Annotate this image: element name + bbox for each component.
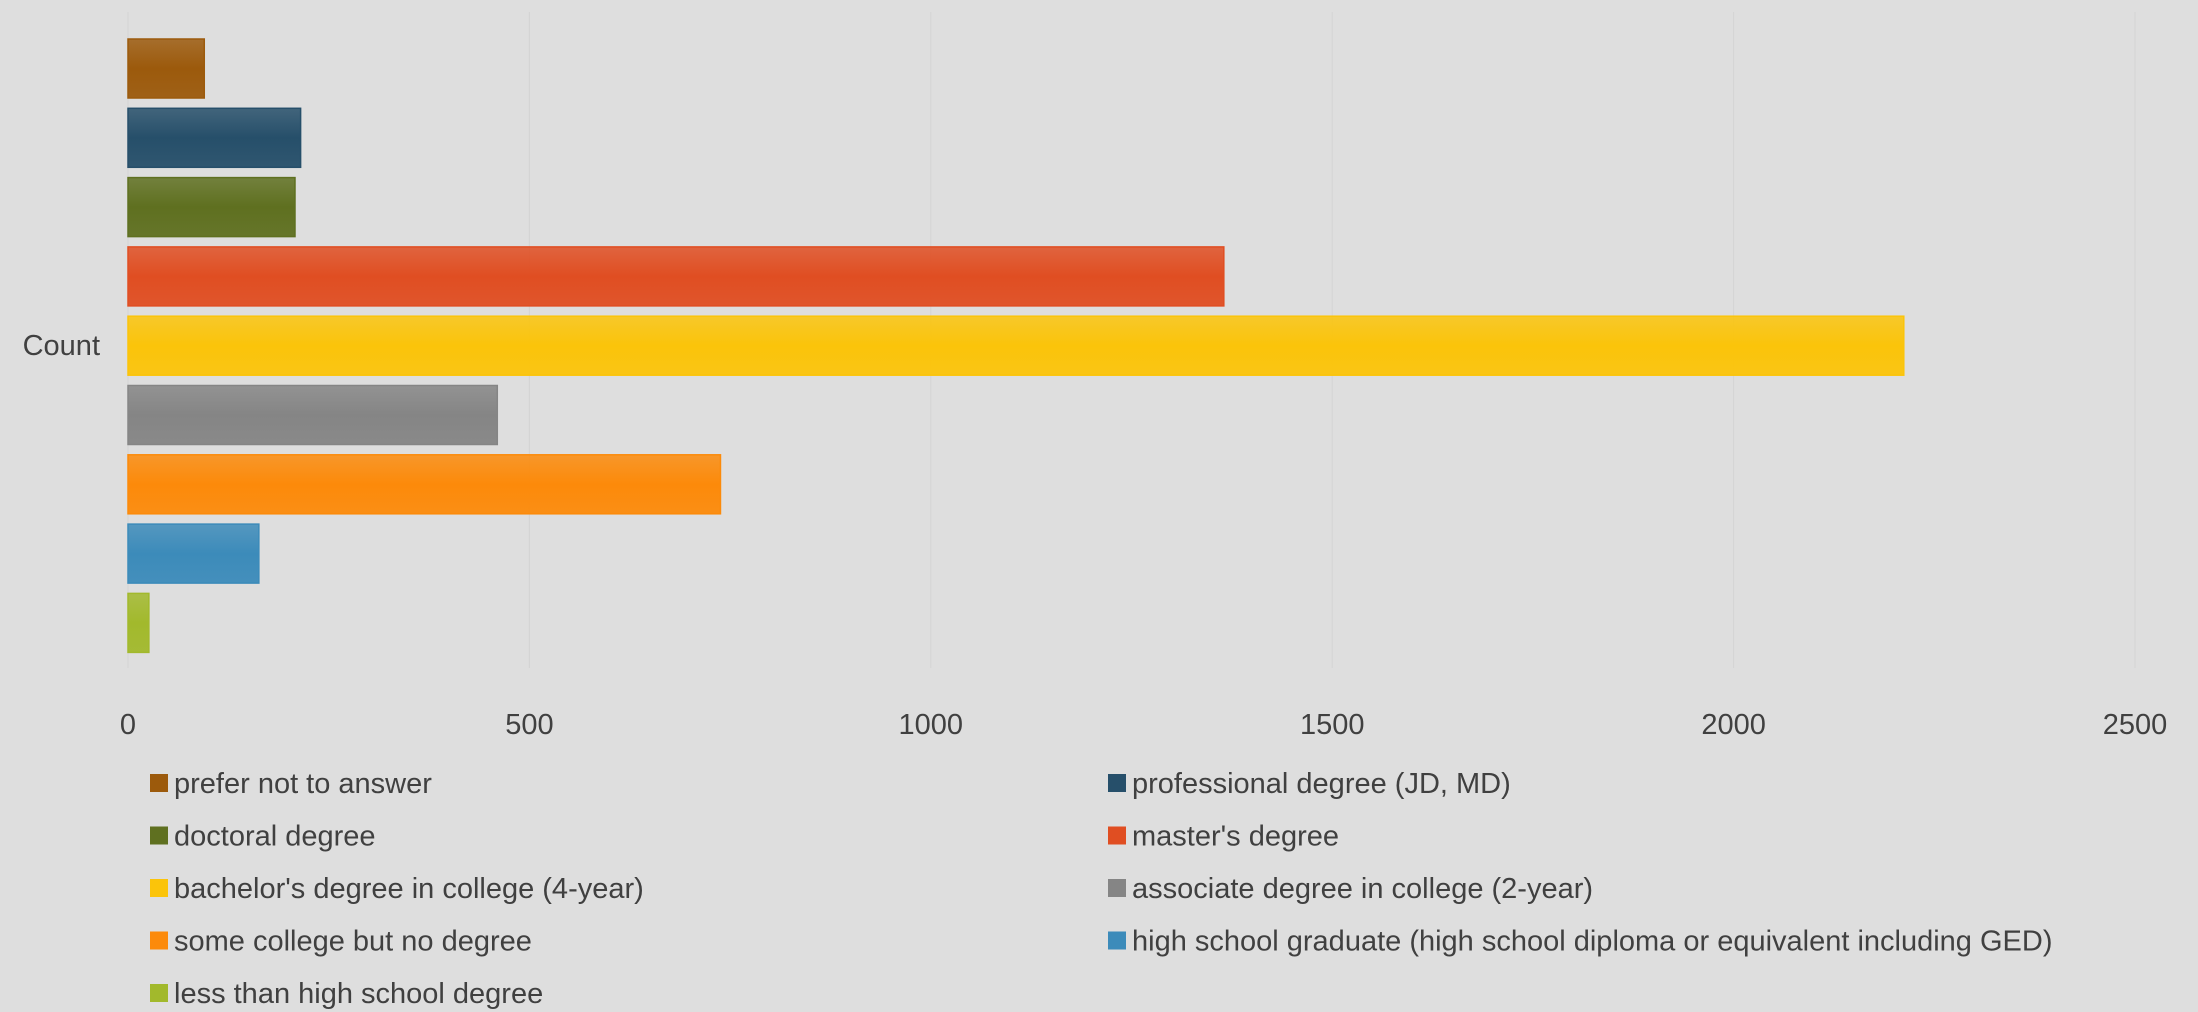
legend-label: master's degree <box>1132 821 1339 853</box>
legend-label: doctoral degree <box>174 821 376 853</box>
legend: prefer not to answer professional degree … <box>150 768 2053 1010</box>
legend-item-less-than-high-school-degree: less than high school degree <box>150 978 543 1010</box>
legend-item-associate-degree-in-college-2-year: associate degree in college (2-year) <box>1108 873 1593 905</box>
x-tick-label-1000: 1000 <box>899 709 964 741</box>
legend-swatch <box>150 826 168 845</box>
legend-swatch <box>1108 879 1126 897</box>
legend-item-high-school-graduate-high-school-diploma-or-equivalent-including-ged: high school graduate (high school diplom… <box>1108 926 2053 958</box>
bar-less-than-high-school-degree <box>127 592 150 654</box>
bar-bachelor-s-degree-in-college-4-year <box>127 315 1905 376</box>
legend-swatch <box>1108 774 1126 792</box>
legend-label: less than high school degree <box>174 978 543 1010</box>
category-label: Count <box>23 330 100 362</box>
bars <box>127 38 1905 654</box>
bar-prefer-not-to-answer <box>127 38 206 99</box>
bar-master-s-degree <box>127 246 1225 307</box>
legend-item-prefer-not-to-answer: prefer not to answer <box>150 768 432 800</box>
x-tick-label-500: 500 <box>505 709 553 741</box>
legend-swatch <box>1108 826 1126 845</box>
x-tick-label-2000: 2000 <box>1701 709 1766 741</box>
bar-some-college-but-no-degree <box>127 454 722 515</box>
bar-doctoral-degree <box>127 176 296 238</box>
bar-professional-degree-jd-md <box>127 107 302 169</box>
legend-label: associate degree in college (2-year) <box>1132 873 1593 905</box>
x-axis-ticks: 0 500 1000 1500 2000 2500 <box>120 709 2167 741</box>
legend-label: prefer not to answer <box>174 768 432 800</box>
legend-item-master-s-degree: master's degree <box>1108 821 1339 853</box>
x-tick-label-2500: 2500 <box>2103 709 2168 741</box>
legend-label: professional degree (JD, MD) <box>1132 768 1511 800</box>
legend-swatch <box>150 931 168 950</box>
bar-high-school-graduate-high-school-diploma-or-equivalent-including-ged <box>127 523 260 584</box>
legend-label: bachelor's degree in college (4-year) <box>174 873 644 905</box>
legend-item-doctoral-degree: doctoral degree <box>150 821 376 853</box>
legend-swatch <box>150 774 168 792</box>
x-tick-label-0: 0 <box>120 709 136 741</box>
legend-label: high school graduate (high school diplom… <box>1132 926 2053 958</box>
legend-swatch <box>150 984 168 1002</box>
legend-label: some college but no degree <box>174 926 532 958</box>
legend-swatch <box>1108 931 1126 950</box>
legend-item-bachelor-s-degree-in-college-4-year: bachelor's degree in college (4-year) <box>150 873 644 905</box>
x-tick-label-1500: 1500 <box>1300 709 1365 741</box>
legend-swatch <box>150 879 168 897</box>
legend-item-some-college-but-no-degree: some college but no degree <box>150 926 532 958</box>
bar-associate-degree-in-college-2-year <box>127 384 499 446</box>
legend-item-professional-degree-jd-md: professional degree (JD, MD) <box>1108 768 1511 800</box>
